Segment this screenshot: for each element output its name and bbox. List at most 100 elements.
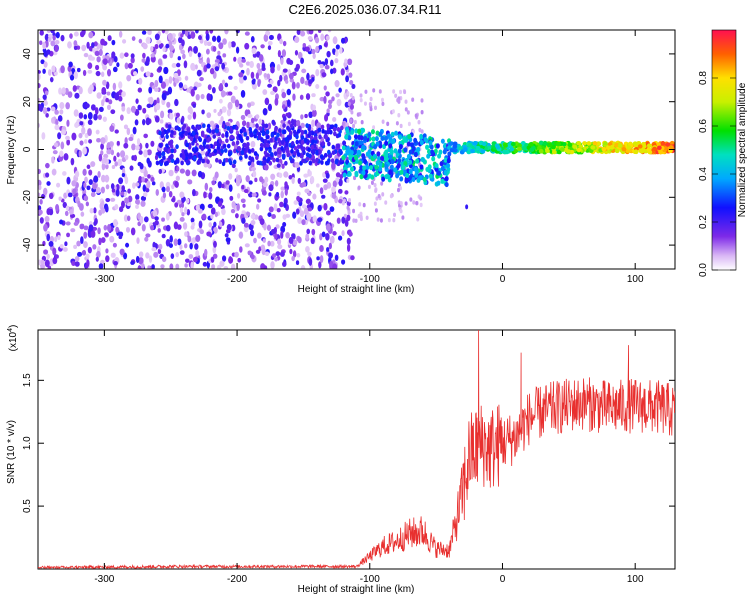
spectrogram-cell (206, 57, 210, 65)
spectrogram-cell (214, 211, 218, 218)
spectrogram-cell (359, 211, 363, 217)
spectrogram-cell (576, 147, 582, 153)
spectrogram-cell (131, 36, 136, 41)
spectrogram-cell (311, 228, 316, 236)
spectrogram-cell (118, 177, 124, 185)
snr-y-label: SNR (10 * v/v) (6, 420, 17, 484)
spectrogram-cell (66, 139, 71, 146)
spectrogram-cell (237, 193, 241, 199)
spectrogram-cell (414, 113, 418, 118)
snr-series-line (38, 330, 675, 569)
spectrogram-cell (241, 58, 246, 63)
spectrogram-cell (495, 144, 501, 150)
spectrogram-cell (384, 200, 388, 205)
spectrogram-cell (206, 127, 210, 133)
spectrogram-cell (106, 91, 111, 96)
spectrogram-cell (54, 39, 60, 45)
spectrogram-cell (267, 83, 273, 88)
spectrogram-cell (198, 35, 202, 40)
spectrogram-cell (331, 192, 337, 199)
spectrogram-cell (347, 58, 353, 66)
spectrogram-cell (326, 108, 330, 114)
spectrogram-cell (292, 239, 298, 246)
spectrogram-cell (238, 134, 242, 139)
spectrogram-cell (64, 241, 68, 247)
spectrogram-cell (83, 52, 89, 58)
spectrogram-cell (88, 31, 94, 39)
spectrogram-cell (341, 259, 346, 265)
spectrogram-cell (380, 181, 384, 186)
spectrogram-cell (305, 198, 311, 205)
spectrogram-cell (119, 52, 125, 59)
spectrogram-cell (38, 184, 42, 191)
y-tick-label: 1.0 (22, 436, 33, 450)
spectrogram-cell (43, 223, 48, 232)
spectrogram-cell (336, 98, 342, 107)
spectrogram-cell (282, 261, 287, 267)
spectrogram-cell (203, 39, 208, 46)
spectrogram-cell (213, 240, 217, 248)
spectrogram-cell (399, 123, 403, 129)
spectrogram-cell (334, 158, 339, 164)
spectrogram-cell (105, 255, 110, 263)
spectrogram-cell (264, 97, 270, 106)
spectrogram-cell (331, 186, 336, 193)
spectrogram-cell (296, 128, 301, 134)
spectrogram-cell (296, 191, 301, 196)
spectrogram-cell (415, 200, 419, 206)
spectrogram-cell (446, 162, 451, 169)
spectrogram-cell (282, 129, 287, 135)
spectrogram-cell (404, 107, 408, 112)
spectrogram-cell (224, 30, 229, 35)
spectrogram-cell (84, 176, 88, 184)
spectrogram-cell (341, 230, 345, 237)
spectrogram-cell (253, 128, 258, 134)
spectrogram-cell (222, 38, 227, 45)
spectrogram-cell (194, 243, 199, 250)
spectrogram-cell (300, 135, 305, 140)
spectrogram-cell (222, 53, 227, 58)
spectrogram-cell (70, 157, 75, 166)
spectrogram-cell (502, 149, 508, 155)
spectrogram-cell (292, 93, 296, 101)
spectrogram-cell (187, 106, 193, 114)
spectrogram-cell (162, 47, 166, 52)
spectrogram-cell (359, 165, 364, 171)
spectrogram-cell (74, 170, 80, 178)
spectrogram-cell (92, 47, 97, 53)
spectrogram-cell (224, 157, 229, 163)
spectrogram-cell (46, 181, 51, 186)
spectrogram-cell (38, 82, 41, 89)
spectrogram-cell (312, 193, 317, 200)
spectrogram-cell (121, 106, 126, 112)
spectrogram-cell (139, 216, 144, 224)
spectrogram-cell (181, 155, 186, 160)
spectrogram-cell (388, 154, 393, 160)
spectrogram-cell (156, 97, 160, 105)
spectrogram-cell (100, 237, 106, 243)
spectrogram-cell (74, 122, 79, 128)
spectrogram-cell (295, 139, 300, 145)
spectrogram-cell (273, 151, 278, 157)
spectrogram-cell (399, 201, 403, 206)
spectrogram-cell (132, 71, 138, 76)
spectrogram-cell (338, 178, 343, 187)
spectrogram-cell (272, 157, 276, 163)
spectrogram-cell (281, 163, 285, 169)
spectrogram-cell (184, 231, 188, 237)
spectrogram-cell (92, 244, 97, 250)
spectrogram-cell (45, 112, 49, 118)
spectrogram-cell (360, 120, 364, 125)
spectrogram-cell (176, 117, 181, 124)
spectrogram-cell (243, 132, 248, 137)
spectrogram-cell (100, 71, 105, 78)
spectrogram-cell (234, 251, 239, 258)
spectrogram-cell (266, 73, 271, 80)
spectrogram-cell (361, 144, 366, 150)
spectrogram-cell (175, 263, 180, 269)
spectrogram-cell (315, 45, 319, 53)
spectrogram-cell (161, 151, 166, 157)
spectrogram-cell (79, 224, 85, 230)
spectrogram-cell (235, 178, 241, 187)
spectrogram-cell (119, 150, 126, 158)
